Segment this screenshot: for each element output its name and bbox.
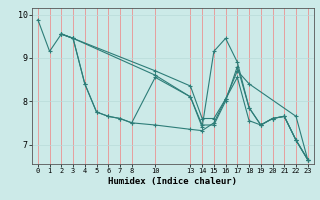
X-axis label: Humidex (Indice chaleur): Humidex (Indice chaleur) — [108, 177, 237, 186]
